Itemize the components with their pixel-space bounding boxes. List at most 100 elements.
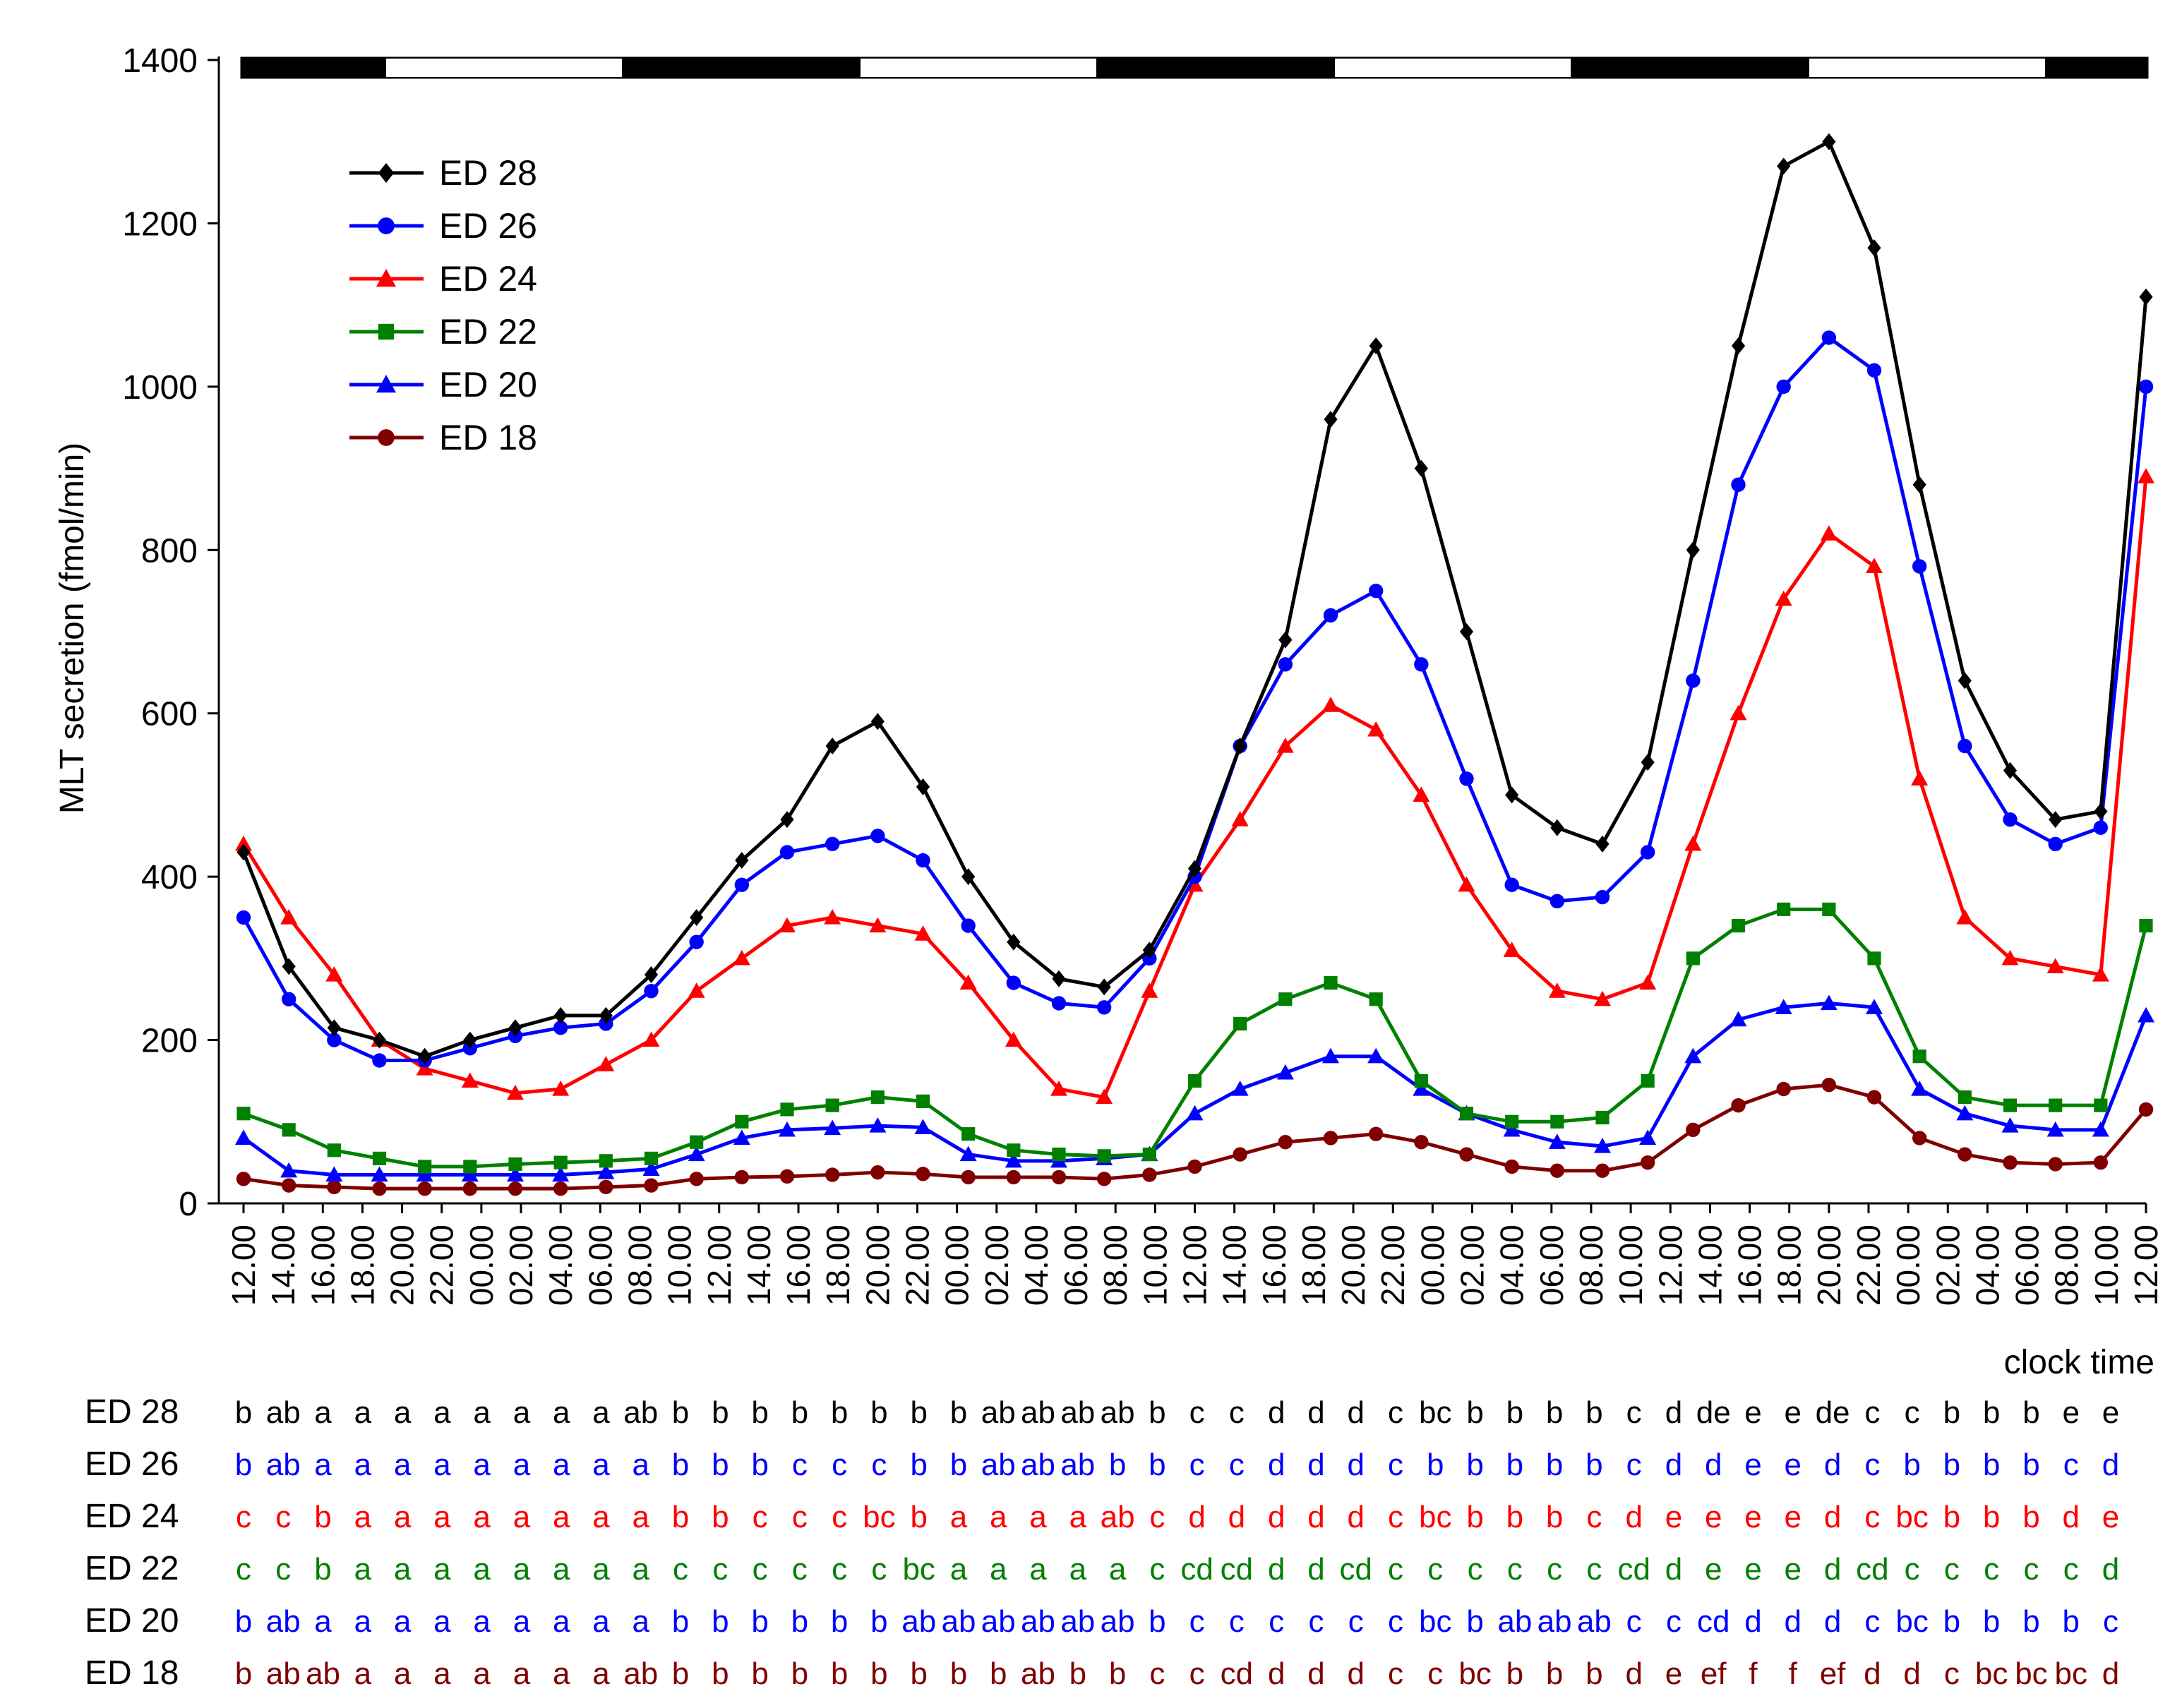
data-point <box>644 966 659 983</box>
legend: ED 28 ED 26 ED 24 ED 22 ED 20 ED 18 <box>349 153 537 457</box>
data-point <box>690 909 704 926</box>
significance-letter: cd <box>1856 1552 1888 1587</box>
significance-letter: c <box>1149 1656 1165 1691</box>
x-tick-label: 20.00 <box>859 1225 896 1306</box>
data-point <box>1956 909 1974 925</box>
data-point <box>1505 1114 1519 1129</box>
series-line <box>243 907 2148 1169</box>
data-point <box>1369 337 1383 354</box>
data-point <box>1504 877 1519 892</box>
data-point <box>553 1021 568 1035</box>
data-point <box>2094 1098 2108 1112</box>
significance-letter: b <box>1466 1395 1483 1430</box>
data-point <box>1684 1047 1702 1064</box>
data-point <box>1912 1131 1927 1145</box>
data-point <box>869 1117 887 1133</box>
significance-letter: c <box>792 1500 808 1534</box>
x-tick-label: 06.00 <box>1057 1225 1094 1306</box>
significance-letter: b <box>751 1656 768 1691</box>
significance-letter: c <box>1149 1500 1165 1534</box>
data-point <box>779 917 796 933</box>
significance-letter: b <box>712 1500 729 1534</box>
significance-letter: e <box>1744 1500 1761 1534</box>
significance-letter: a <box>354 1604 372 1639</box>
significance-letter: a <box>950 1500 968 1534</box>
significance-letter: b <box>1983 1448 2000 1482</box>
data-point <box>1276 1064 1294 1080</box>
data-point <box>1141 982 1158 998</box>
significance-letter: b <box>2022 1395 2039 1430</box>
significance-letter: ab <box>1060 1448 1095 1482</box>
data-point <box>779 1169 795 1184</box>
significance-letter: d <box>1625 1656 1642 1691</box>
data-point <box>1096 1000 1112 1015</box>
y-axis-title: MLT secretion (fmol/min) <box>54 443 91 814</box>
significance-letter: b <box>1466 1448 1483 1482</box>
x-tick-label: 14.00 <box>1691 1225 1728 1306</box>
significance-letter: d <box>1824 1500 1841 1534</box>
data-point <box>2049 1098 2063 1112</box>
significance-letter: c <box>832 1500 847 1534</box>
data-point <box>1911 770 1929 786</box>
significance-row-label: ED 24 <box>85 1498 179 1535</box>
significance-letter: a <box>592 1448 610 1482</box>
legend-label: ED 20 <box>439 365 537 404</box>
significance-letter: a <box>592 1395 610 1430</box>
data-point <box>1050 1081 1067 1096</box>
significance-letter: b <box>1149 1395 1165 1430</box>
significance-row-label: ED 28 <box>85 1393 179 1431</box>
significance-row-label: ED 26 <box>85 1445 179 1483</box>
significance-letter: ab <box>1060 1604 1095 1639</box>
significance-letter: c <box>1388 1552 1403 1587</box>
significance-letter: b <box>1506 1500 1523 1534</box>
data-point <box>235 1129 252 1145</box>
significance-letter: b <box>672 1656 689 1691</box>
significance-letter: a <box>633 1604 650 1639</box>
data-point <box>869 917 887 933</box>
significance-letter: b <box>950 1448 967 1482</box>
x-tick-label: 10.00 <box>1612 1225 1649 1306</box>
data-point <box>1548 1133 1566 1149</box>
significance-letter: b <box>672 1448 689 1482</box>
data-point <box>959 974 977 990</box>
significance-letter: ab <box>1537 1604 1572 1639</box>
data-point <box>1731 337 1746 354</box>
data-point <box>1413 1081 1430 1096</box>
significance-letter: c <box>1149 1552 1165 1587</box>
significance-letter: a <box>394 1500 412 1534</box>
data-point <box>1097 1149 1111 1163</box>
significance-letter: b <box>831 1395 848 1430</box>
significance-letter: c <box>832 1552 847 1587</box>
x-tick-label: 20.00 <box>1335 1225 1372 1306</box>
x-tick-label: 18.00 <box>1295 1225 1332 1306</box>
data-point <box>1052 1147 1066 1162</box>
data-point <box>1866 363 1882 378</box>
data-point <box>463 1031 477 1049</box>
data-point <box>1505 786 1519 804</box>
data-point <box>2003 762 2018 779</box>
data-point <box>327 1143 341 1157</box>
significance-letter: ab <box>623 1656 658 1691</box>
legend-entry: ED 26 <box>349 206 537 246</box>
x-tick-label: 08.00 <box>1573 1225 1609 1306</box>
significance-letter: ab <box>1101 1395 1135 1430</box>
significance-letter: b <box>910 1500 927 1534</box>
data-point <box>597 1056 615 1071</box>
significance-letter: a <box>354 1395 372 1430</box>
data-point <box>1413 786 1430 802</box>
data-point <box>916 1167 930 1181</box>
significance-letter: b <box>1149 1604 1165 1639</box>
x-axis-ticks: 12.00 14.00 16.00 18.00 20.00 22.00 00.00 02.00… <box>225 1203 2164 1306</box>
data-point <box>235 835 252 851</box>
significance-letter: b <box>990 1656 1007 1691</box>
significance-letter: c <box>275 1552 291 1587</box>
data-point <box>2139 288 2153 306</box>
significance-letter: b <box>235 1448 252 1482</box>
significance-letter: a <box>394 1552 412 1587</box>
data-point <box>2138 379 2154 395</box>
x-tick-label: 12.00 <box>1652 1225 1689 1306</box>
legend-entry: ED 20 <box>349 365 537 404</box>
data-point <box>1595 1163 1610 1178</box>
significance-letter: a <box>633 1552 650 1587</box>
